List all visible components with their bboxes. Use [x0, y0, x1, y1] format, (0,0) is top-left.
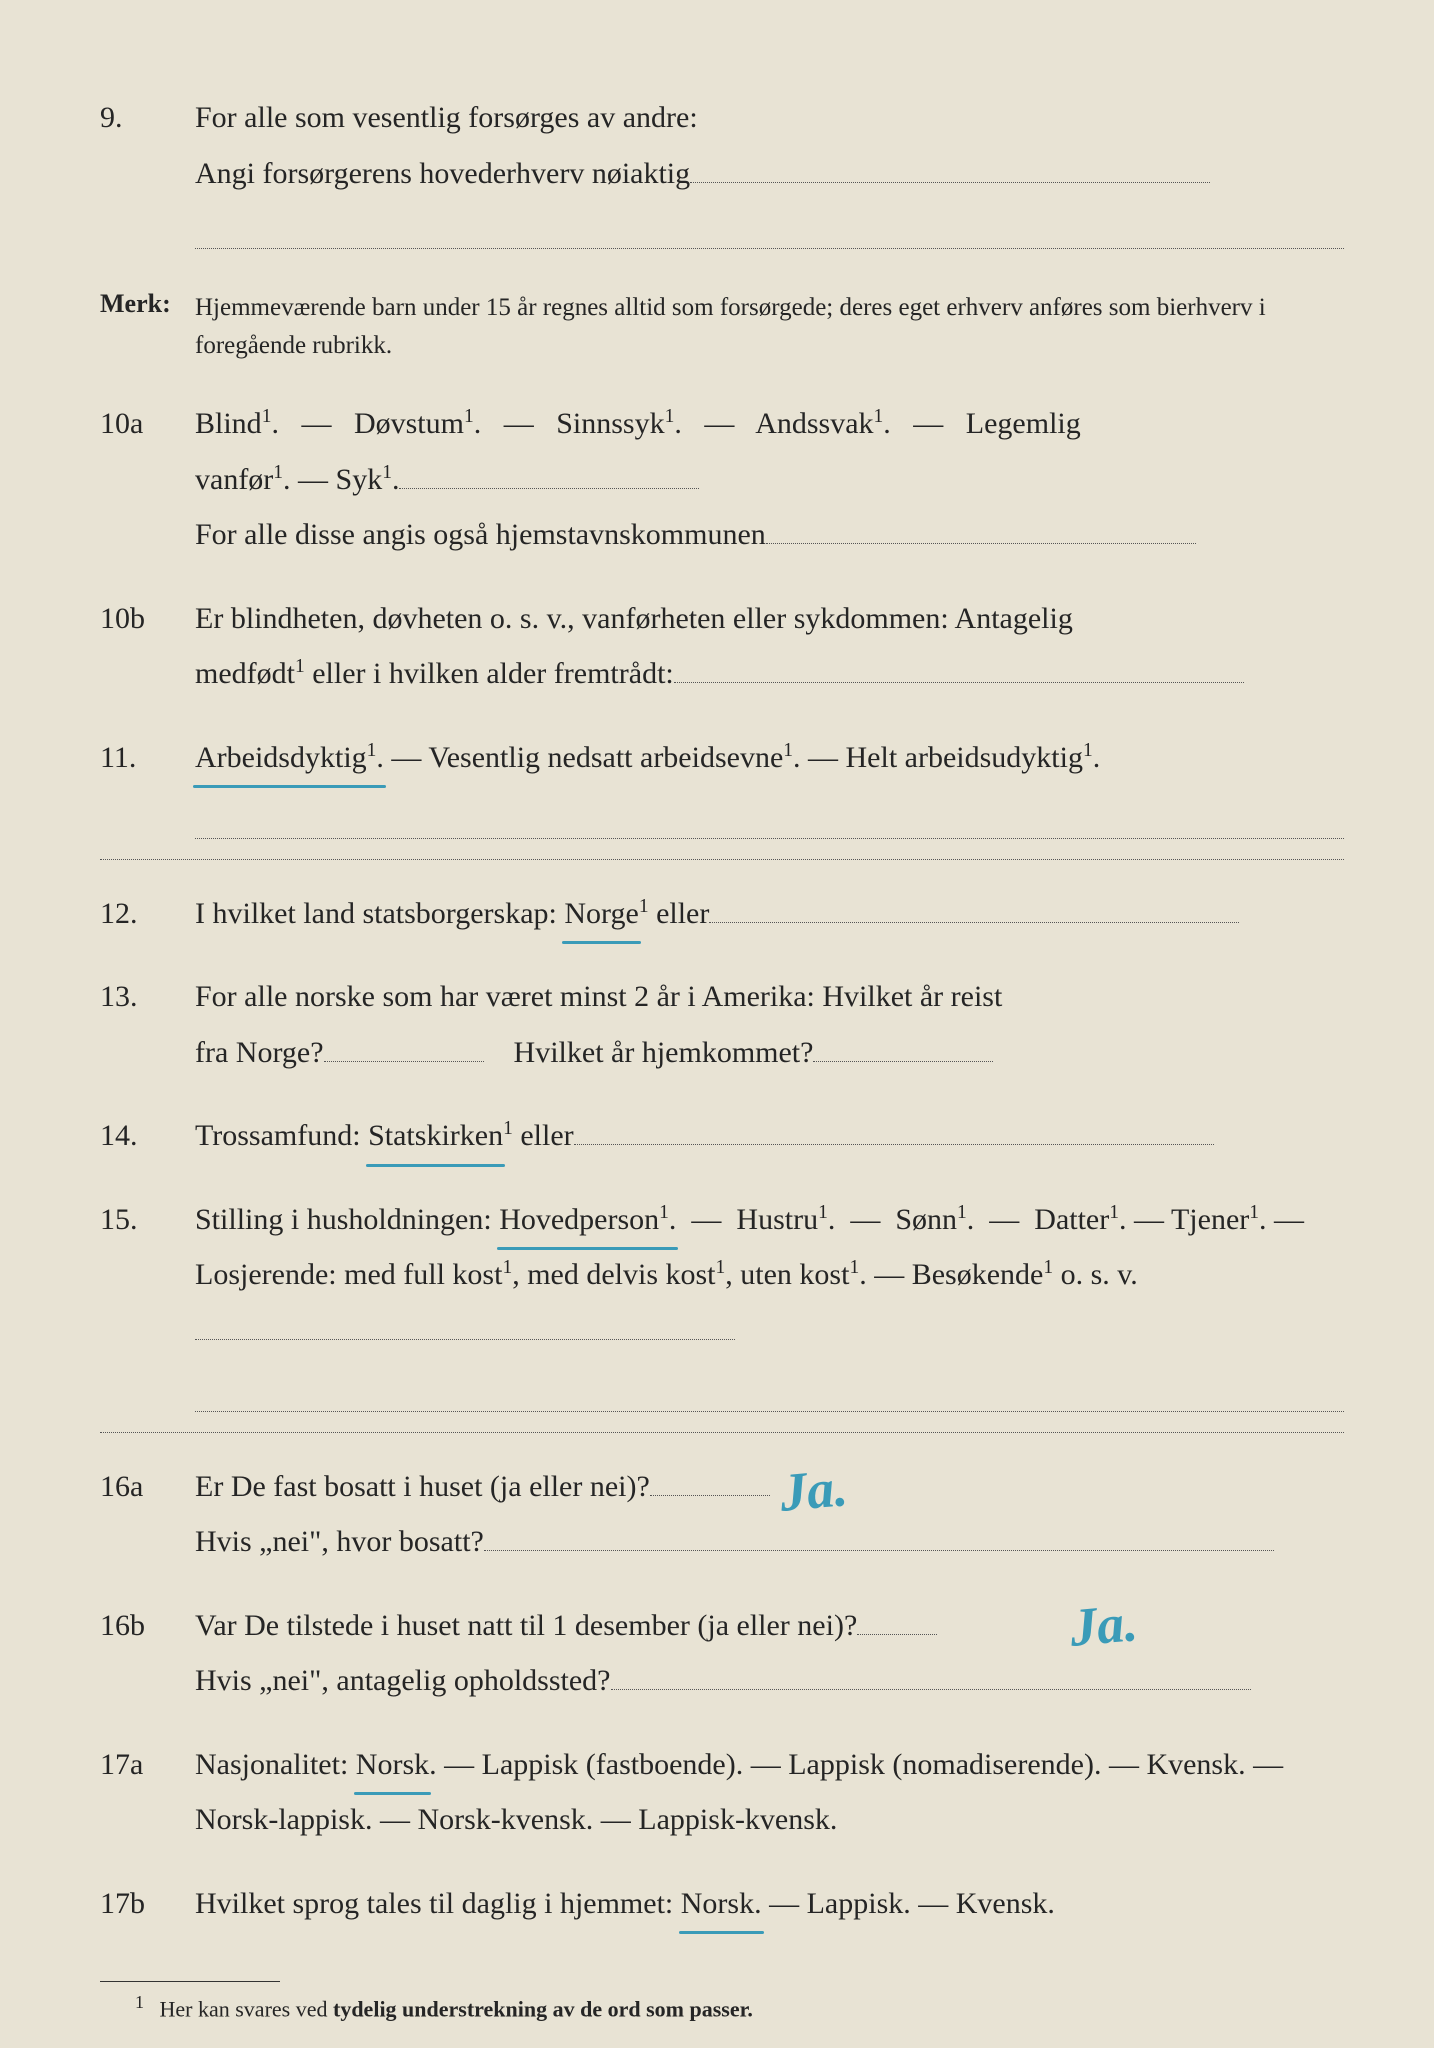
q16a-line1: Er De fast bosatt i huset (ja eller nei)… — [195, 1459, 1344, 1515]
q10b-number: 10b — [100, 591, 195, 702]
question-14: 14. Trossamfund: Statskirken1 eller — [100, 1108, 1344, 1164]
q10a-content: Blind1. — Døvstum1. — Sinnssyk1. — Andss… — [195, 396, 1344, 563]
q17a-norsk-underlined: Norsk — [356, 1737, 429, 1793]
q16a-content: Er De fast bosatt i huset (ja eller nei)… — [195, 1459, 1344, 1570]
question-12: 12. I hvilket land statsborgerskap: Norg… — [100, 886, 1344, 942]
q15-content: Stilling i husholdningen: Hovedperson1. … — [195, 1192, 1344, 1359]
q13-line1: For alle norske som har været minst 2 år… — [195, 969, 1344, 1025]
blank-line — [574, 1144, 1214, 1145]
q17a-content: Nasjonalitet: Norsk. — Lappisk (fastboen… — [195, 1737, 1344, 1848]
q13-line2: fra Norge? Hvilket år hjemkommet? — [195, 1025, 1344, 1081]
q11-opt1-underlined: Arbeidsdyktig1. — [195, 730, 384, 786]
question-15: 15. Stilling i husholdningen: Hovedperso… — [100, 1192, 1344, 1359]
merk-label: Merk: — [100, 289, 195, 364]
q10a-number: 10a — [100, 396, 195, 563]
question-16a: 16a Er De fast bosatt i huset (ja eller … — [100, 1459, 1344, 1570]
question-10a: 10a Blind1. — Døvstum1. — Sinnssyk1. — A… — [100, 396, 1344, 563]
blank-line — [195, 813, 1344, 839]
question-11: 11. Arbeidsdyktig1. — Vesentlig nedsatt … — [100, 730, 1344, 786]
q10a-line2: vanfør1. — Syk1. — [195, 452, 1344, 508]
q16a-number: 16a — [100, 1459, 195, 1570]
q9-line1: For alle som vesentlig forsørges av andr… — [195, 90, 1344, 146]
blank-line — [709, 922, 1239, 923]
blank-line — [690, 182, 1210, 183]
q16a-line2: Hvis „nei", hvor bosatt? — [195, 1514, 1344, 1570]
footnote: 1 Her kan svares ved tydelig understrekn… — [135, 1992, 1344, 2022]
q11-content: Arbeidsdyktig1. — Vesentlig nedsatt arbe… — [195, 730, 1344, 786]
q12-number: 12. — [100, 886, 195, 942]
q14-number: 14. — [100, 1108, 195, 1164]
blank-line — [813, 1061, 993, 1062]
blank-line — [324, 1061, 484, 1062]
q10a-line3: For alle disse angis også hjemstavnskomm… — [195, 507, 1344, 563]
blank-line — [195, 1386, 1344, 1412]
blank-line — [674, 682, 1244, 683]
q15-number: 15. — [100, 1192, 195, 1359]
q10b-line1: Er blindheten, døvheten o. s. v., vanfør… — [195, 591, 1344, 647]
q12-content: I hvilket land statsborgerskap: Norge1 e… — [195, 886, 1344, 942]
blank-line — [195, 201, 1344, 249]
blank-line — [611, 1689, 1251, 1690]
section-divider — [100, 1432, 1344, 1433]
q9-line2: Angi forsørgerens hovederhverv nøiaktig — [195, 146, 1344, 202]
q14-statskirken-underlined: Statskirken — [368, 1108, 503, 1164]
blank-line — [484, 1550, 1274, 1551]
q16a-answer-handwritten: Ja. — [776, 1438, 852, 1543]
q13-number: 13. — [100, 969, 195, 1080]
q11-number: 11. — [100, 730, 195, 786]
blank-line — [195, 1339, 735, 1340]
blank-line — [857, 1634, 937, 1635]
q17b-content: Hvilket sprog tales til daglig i hjemmet… — [195, 1876, 1344, 1932]
q17b-number: 17b — [100, 1876, 195, 1932]
section-divider — [100, 859, 1344, 860]
q16b-line2: Hvis „nei", antagelig opholdssted? — [195, 1653, 1344, 1709]
q10b-line2: medfødt1 eller i hvilken alder fremtrådt… — [195, 646, 1344, 702]
note-merk: Merk: Hjemmeværende barn under 15 år reg… — [100, 289, 1344, 364]
blank-line — [650, 1495, 770, 1496]
merk-text: Hjemmeværende barn under 15 år regnes al… — [195, 289, 1344, 364]
q9-content: For alle som vesentlig forsørges av andr… — [195, 90, 1344, 261]
q10a-line1: Blind1. — Døvstum1. — Sinnssyk1. — Andss… — [195, 396, 1344, 452]
q16b-content: Var De tilstede i huset natt til 1 desem… — [195, 1598, 1344, 1709]
question-16b: 16b Var De tilstede i huset natt til 1 d… — [100, 1598, 1344, 1709]
q16b-number: 16b — [100, 1598, 195, 1709]
blank-line — [766, 543, 1196, 544]
q17a-number: 17a — [100, 1737, 195, 1848]
q15-hovedperson-underlined: Hovedperson1. — [499, 1192, 676, 1248]
footnote-number: 1 — [135, 1992, 144, 2012]
q17b-norsk-underlined: Norsk. — [681, 1876, 762, 1932]
blank-line — [399, 488, 699, 489]
q9-number: 9. — [100, 90, 195, 261]
question-13: 13. For alle norske som har været minst … — [100, 969, 1344, 1080]
q14-content: Trossamfund: Statskirken1 eller — [195, 1108, 1344, 1164]
q13-content: For alle norske som har været minst 2 år… — [195, 969, 1344, 1080]
footnote-rule — [100, 1981, 280, 1982]
q16b-answer-handwritten: Ja. — [1066, 1573, 1142, 1678]
q10b-content: Er blindheten, døvheten o. s. v., vanfør… — [195, 591, 1344, 702]
q16b-line1: Var De tilstede i huset natt til 1 desem… — [195, 1598, 1344, 1654]
question-9: 9. For alle som vesentlig forsørges av a… — [100, 90, 1344, 261]
question-10b: 10b Er blindheten, døvheten o. s. v., va… — [100, 591, 1344, 702]
question-17b: 17b Hvilket sprog tales til daglig i hje… — [100, 1876, 1344, 1932]
q12-norge-underlined: Norge — [564, 886, 638, 942]
question-17a: 17a Nasjonalitet: Norsk. — Lappisk (fast… — [100, 1737, 1344, 1848]
